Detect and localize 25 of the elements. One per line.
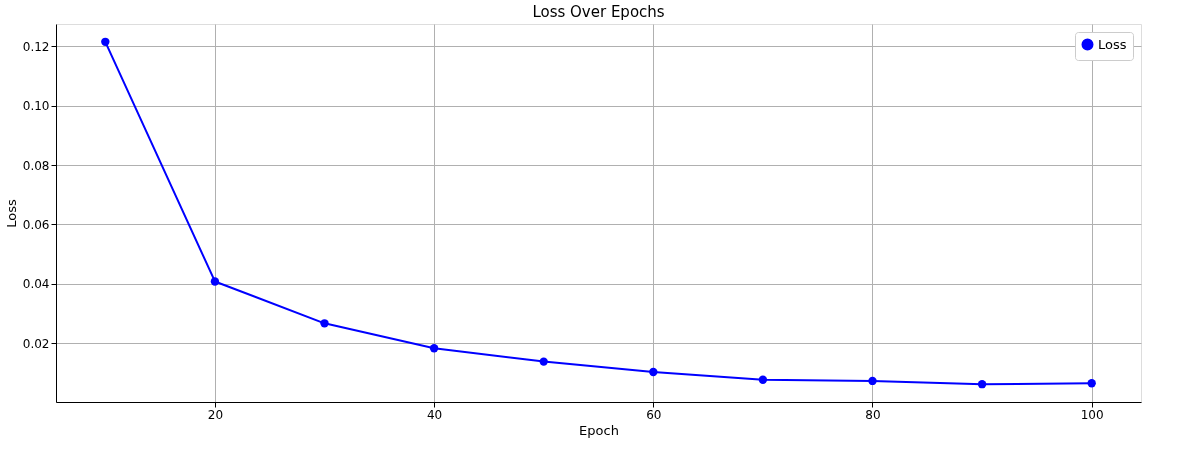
x-tick-label: 20 <box>207 407 224 422</box>
point <box>429 344 439 353</box>
y-axis-title: Loss <box>3 199 19 228</box>
y-tick-label: 0.08 <box>22 158 50 173</box>
point <box>868 376 877 386</box>
y-tick-label: 0.10 <box>22 99 50 114</box>
point <box>101 37 110 46</box>
chart-title: Loss Over Epochs <box>532 3 665 21</box>
y-tick-label: 0.02 <box>22 336 50 351</box>
y-tick-label: 0.04 <box>22 277 50 292</box>
point <box>539 357 548 366</box>
point <box>649 367 658 377</box>
x-axis-title: Epoch <box>579 422 619 438</box>
legend-label: Loss <box>1098 36 1127 52</box>
x-tick-label: 80 <box>865 407 881 422</box>
point <box>977 380 987 389</box>
x-tick-label: 60 <box>646 407 662 422</box>
point <box>758 375 768 384</box>
point <box>1087 379 1096 388</box>
x-tick-label: 40 <box>426 407 443 422</box>
y-tick-label: 0.06 <box>22 217 50 232</box>
point <box>320 319 329 328</box>
x-tick-label: 100 <box>1080 407 1104 422</box>
point <box>210 277 220 286</box>
y-tick-label: 0.12 <box>22 39 50 54</box>
